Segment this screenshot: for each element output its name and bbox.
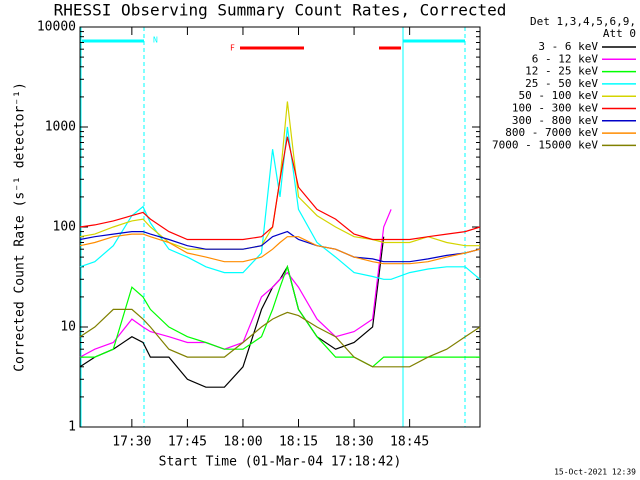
footer: 15-Oct-2021 12:39 bbox=[554, 468, 636, 477]
series-line bbox=[79, 230, 481, 263]
y-tick-label: 1000 bbox=[45, 120, 76, 135]
legend-label: 25 - 50 keV bbox=[525, 77, 598, 90]
night-label: N bbox=[153, 36, 158, 45]
legend-label: 7000 - 15000 keV bbox=[492, 138, 598, 151]
series-line bbox=[79, 233, 481, 265]
x-tick-label: 18:15 bbox=[279, 435, 318, 450]
legend-label: 300 - 800 keV bbox=[512, 114, 598, 127]
legend-label: 100 - 300 keV bbox=[512, 102, 598, 115]
x-tick-label: 17:45 bbox=[168, 435, 207, 450]
x-tick-label: 18:30 bbox=[335, 435, 374, 450]
x-tick-label: 18:00 bbox=[223, 435, 262, 450]
series-line bbox=[79, 209, 392, 358]
legend-label: 3 - 6 keV bbox=[538, 40, 598, 53]
y-axis-label: Corrected Count Rate (s⁻¹ detector⁻¹) bbox=[13, 82, 28, 372]
series-line bbox=[79, 126, 481, 280]
x-tick-label: 18:45 bbox=[390, 435, 429, 450]
series-line bbox=[80, 264, 480, 368]
y-tick-label: 100 bbox=[53, 220, 76, 235]
legend-title: Att 0 bbox=[603, 27, 636, 40]
y-tick-label: 10 bbox=[60, 320, 76, 335]
y-tick-label: 10000 bbox=[37, 20, 76, 35]
series-line bbox=[79, 136, 481, 241]
series-line bbox=[79, 236, 385, 388]
chart-title: RHESSI Observing Summary Count Rates, Co… bbox=[54, 1, 507, 20]
overlays: N F bbox=[80, 27, 466, 427]
y-tick-label: 1 bbox=[68, 420, 76, 435]
flare-label: F bbox=[230, 44, 235, 53]
legend-title: Det 1,3,4,5,6,9, bbox=[530, 15, 636, 28]
x-tick-label: 17:30 bbox=[112, 435, 151, 450]
series-line bbox=[79, 308, 481, 368]
legend-label: 50 - 100 keV bbox=[519, 89, 599, 102]
legend-label: 800 - 7000 keV bbox=[505, 126, 598, 139]
legend-label: 12 - 25 keV bbox=[525, 65, 598, 78]
x-axis-label: Start Time (01-Mar-04 17:18:42) bbox=[159, 455, 402, 470]
legend-label: 6 - 12 keV bbox=[532, 52, 599, 65]
